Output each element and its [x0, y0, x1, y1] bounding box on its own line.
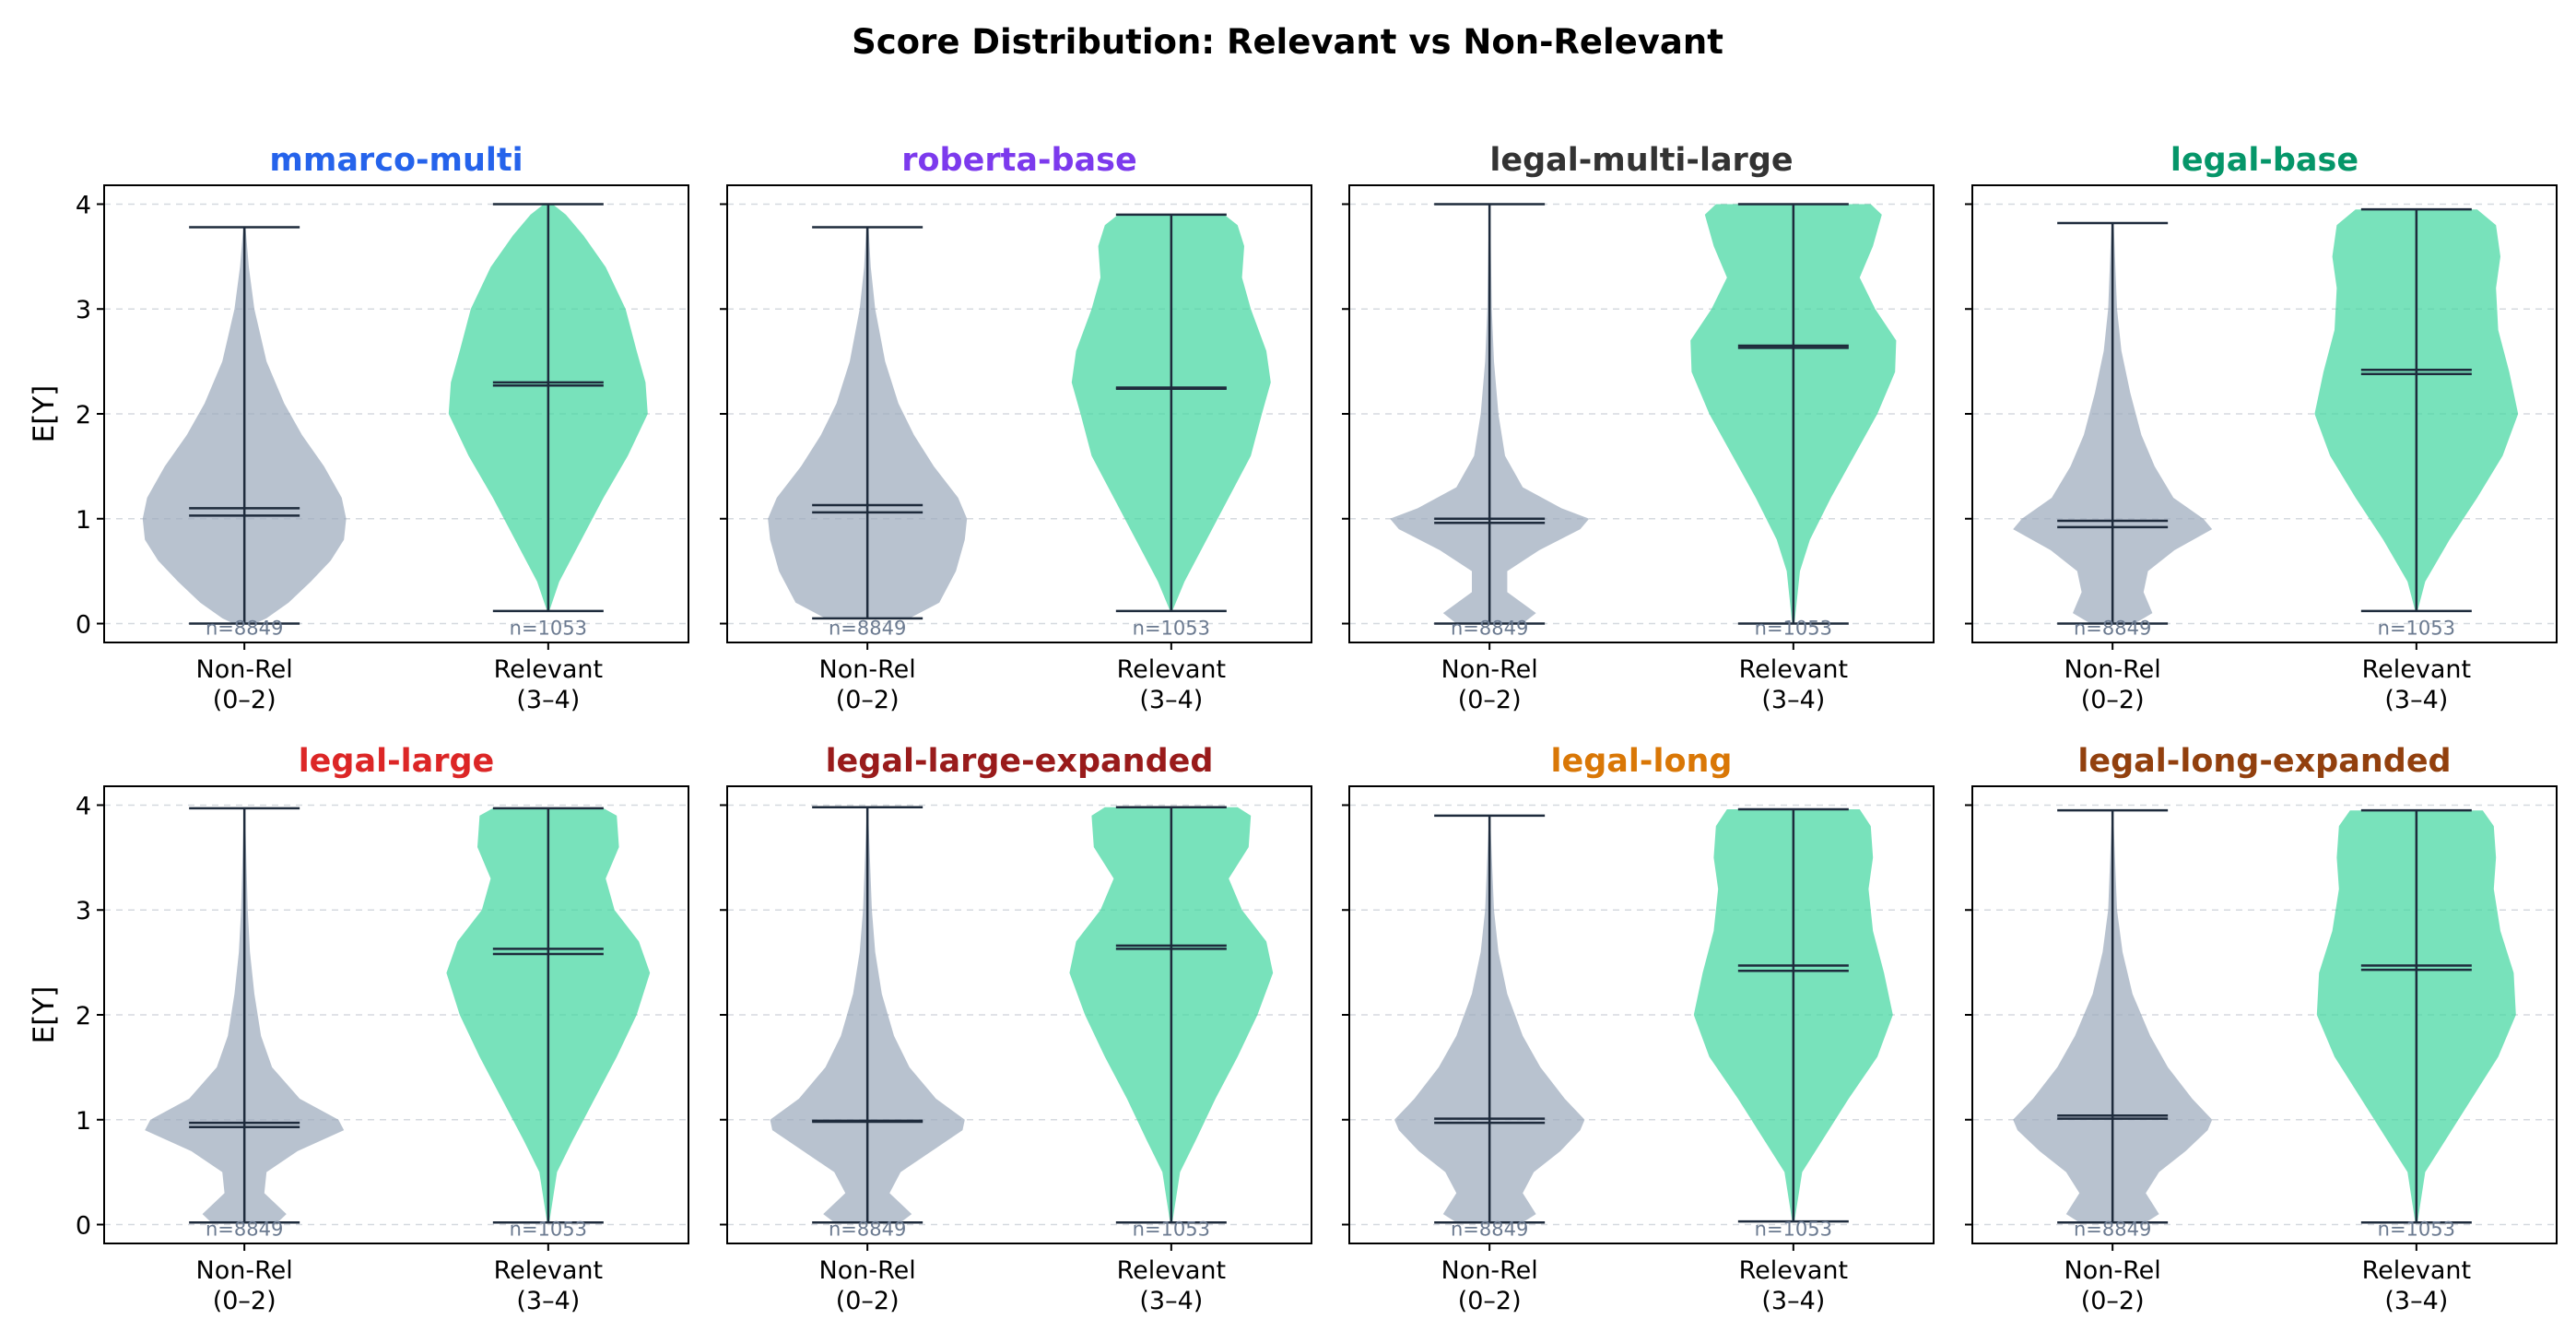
x-tick-label: Non-Rel — [819, 1256, 916, 1285]
x-tick-label: Non-Rel — [196, 1256, 293, 1285]
x-tick-label: Non-Rel — [196, 655, 293, 684]
count-label: n=8849 — [1451, 618, 1528, 640]
panel-frame — [103, 785, 689, 1244]
panel-roberta-base: roberta-base n=8849 Non-Rel(0–2) n=1053 Rele… — [720, 142, 1312, 714]
x-tick-label: Relevant — [1739, 1256, 1849, 1285]
x-tick-label: Relevant — [494, 655, 604, 684]
count-label: n=1053 — [1133, 618, 1210, 640]
panel-frame — [1971, 184, 2558, 643]
panel-title: legal-large-expanded — [826, 743, 1214, 780]
x-tick-label: (0–2) — [836, 1287, 900, 1315]
panel-title: roberta-base — [901, 142, 1136, 179]
count-label: n=8849 — [206, 618, 283, 640]
panel-frame — [1348, 785, 1935, 1244]
y-tick-label: 0 — [76, 611, 91, 640]
count-label: n=8849 — [829, 1219, 906, 1241]
y-axis-label: E[Y] — [28, 385, 61, 443]
count-label: n=8849 — [2074, 618, 2151, 640]
x-tick-label: (0–2) — [836, 686, 900, 714]
panel-frame — [1971, 785, 2558, 1244]
x-tick-label: Non-Rel — [1441, 1256, 1538, 1285]
x-tick-label: Non-Rel — [1441, 655, 1538, 684]
panel-frame — [103, 184, 689, 643]
y-tick-label: 1 — [76, 506, 91, 535]
y-tick-label: 3 — [76, 296, 91, 324]
y-tick-label: 4 — [76, 792, 91, 820]
x-tick-label: (0–2) — [1458, 686, 1522, 714]
x-tick-label: (3–4) — [1761, 1287, 1825, 1315]
x-tick-label: Non-Rel — [2064, 655, 2161, 684]
x-tick-label: Relevant — [494, 1256, 604, 1285]
panel-frame — [726, 785, 1312, 1244]
x-tick-label: Non-Rel — [819, 655, 916, 684]
x-tick-label: (3–4) — [516, 1287, 580, 1315]
panel-mmarco-multi: mmarco-multi n=8849 Non-Rel(0–2) n=1053 Rele… — [28, 142, 689, 714]
x-tick-label: (3–4) — [1139, 686, 1203, 714]
x-tick-label: (3–4) — [1139, 1287, 1203, 1315]
count-label: n=1053 — [1755, 1219, 1832, 1241]
y-axis-label: E[Y] — [28, 986, 61, 1044]
panel-legal-long: legal-long n=8849 Non-Rel(0–2) n=1053 Releva… — [1342, 743, 1935, 1315]
panel-title: legal-long — [1551, 743, 1733, 780]
x-tick-label: (0–2) — [2081, 686, 2145, 714]
y-tick-label: 2 — [76, 401, 91, 430]
x-tick-label: (3–4) — [1761, 686, 1825, 714]
count-label: n=1053 — [510, 1219, 587, 1241]
y-tick-label: 4 — [76, 191, 91, 219]
panel-title: legal-base — [2170, 142, 2358, 179]
y-tick-label: 3 — [76, 897, 91, 925]
panel-frame — [726, 184, 1312, 643]
count-label: n=8849 — [1451, 1219, 1528, 1241]
x-tick-label: Relevant — [1117, 1256, 1227, 1285]
count-label: n=1053 — [1755, 618, 1832, 640]
panel-title: legal-large — [299, 743, 495, 780]
panel-title: mmarco-multi — [269, 142, 523, 179]
panel-legal-large-expanded: legal-large-expanded n=8849 Non-Rel(0–2) n=… — [720, 743, 1312, 1315]
figure-title: Score Distribution: Relevant vs Non-Rele… — [852, 22, 1723, 62]
panel-title: legal-long-expanded — [2077, 743, 2451, 780]
x-tick-label: (3–4) — [2384, 686, 2448, 714]
count-label: n=1053 — [2378, 618, 2455, 640]
x-tick-label: (0–2) — [1458, 1287, 1522, 1315]
count-label: n=1053 — [2378, 1219, 2455, 1241]
panel-title: legal-multi-large — [1489, 142, 1793, 179]
y-tick-label: 1 — [76, 1107, 91, 1136]
x-tick-label: Relevant — [2362, 655, 2472, 684]
x-tick-label: (0–2) — [213, 1287, 276, 1315]
count-label: n=8849 — [2074, 1219, 2151, 1241]
count-label: n=8849 — [206, 1219, 283, 1241]
panel-legal-large: legal-large n=8849 Non-Rel(0–2) n=1053 Relev… — [28, 743, 689, 1315]
x-tick-label: (3–4) — [516, 686, 580, 714]
x-tick-label: (0–2) — [213, 686, 276, 714]
panel-frame — [1348, 184, 1935, 643]
x-tick-label: Relevant — [1117, 655, 1227, 684]
count-label: n=1053 — [1133, 1219, 1210, 1241]
y-tick-label: 2 — [76, 1002, 91, 1031]
x-tick-label: (3–4) — [2384, 1287, 2448, 1315]
x-tick-label: Relevant — [2362, 1256, 2472, 1285]
x-tick-label: (0–2) — [2081, 1287, 2145, 1315]
panel-legal-long-expanded: legal-long-expanded n=8849 Non-Rel(0–2) n=1… — [1965, 743, 2558, 1315]
x-tick-label: Non-Rel — [2064, 1256, 2161, 1285]
count-label: n=1053 — [510, 618, 587, 640]
count-label: n=8849 — [829, 618, 906, 640]
panel-legal-base: legal-base n=8849 Non-Rel(0–2) n=1053 Releva… — [1965, 142, 2558, 714]
y-tick-label: 0 — [76, 1212, 91, 1241]
panel-legal-multi-large: legal-multi-large n=8849 Non-Rel(0–2) n=105… — [1342, 142, 1935, 714]
x-tick-label: Relevant — [1739, 655, 1849, 684]
